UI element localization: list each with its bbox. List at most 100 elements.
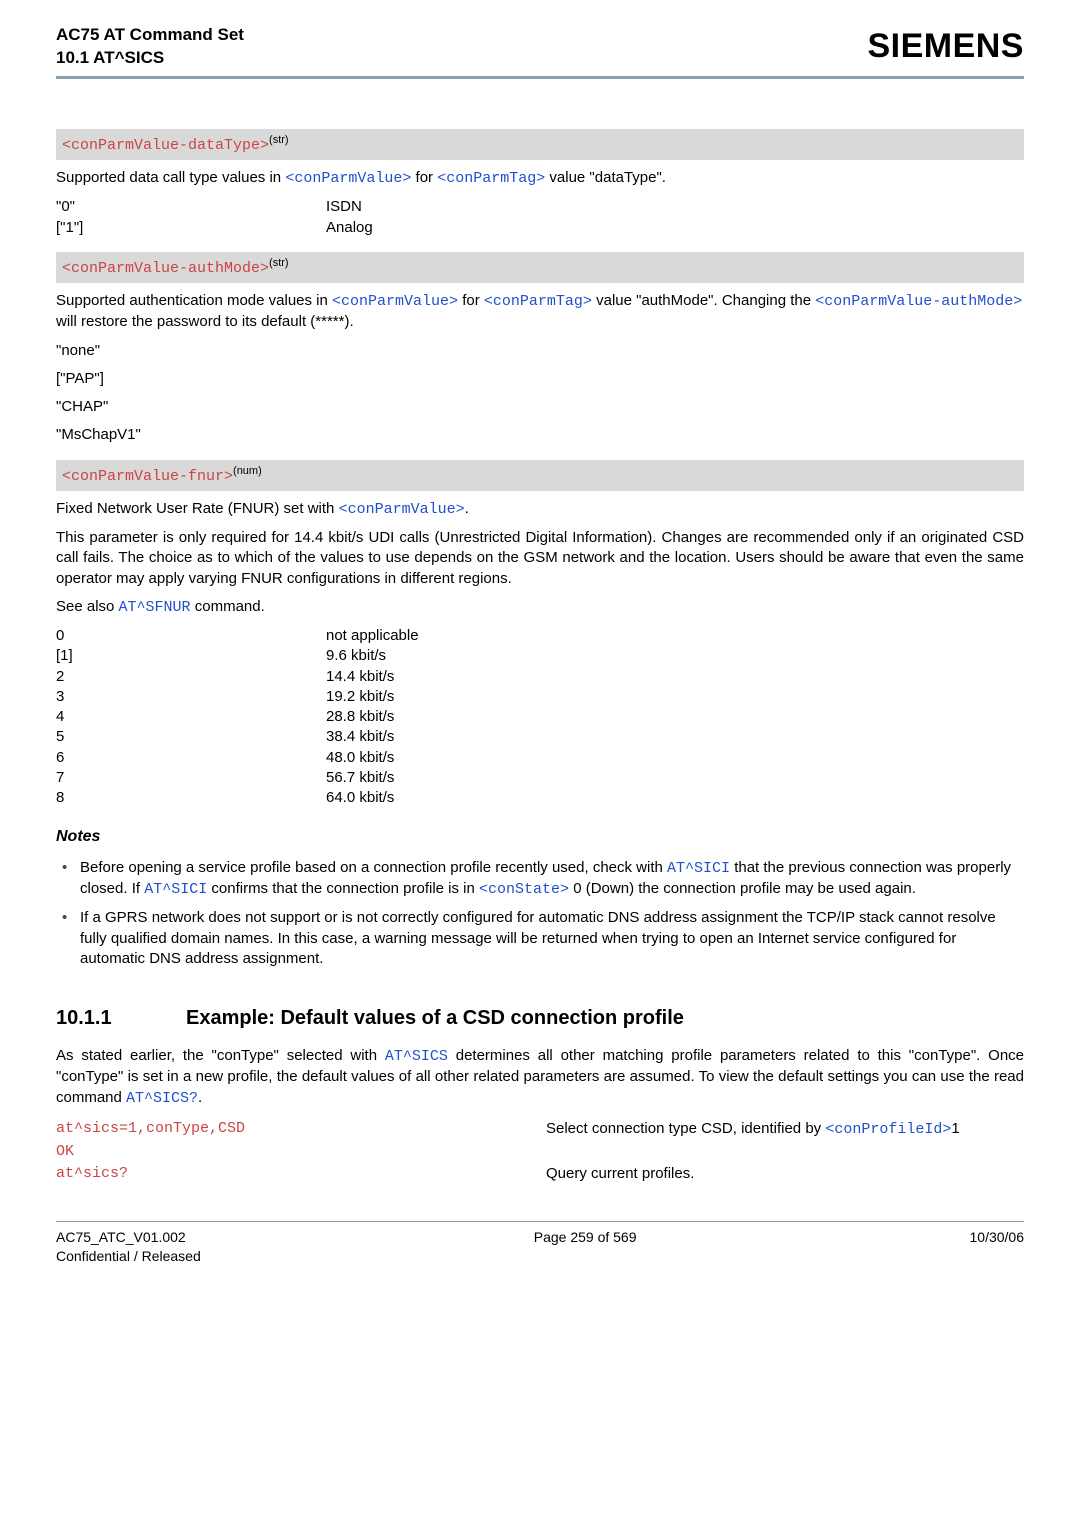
param-sup: (str) [269, 257, 289, 269]
text: will restore the password to its default… [56, 313, 354, 330]
val: 9.6 kbit/s [326, 646, 1024, 666]
footer-page: Page 259 of 569 [534, 1228, 637, 1266]
table-row: 428.8 kbit/s [56, 707, 1024, 727]
command: at^sics? [56, 1164, 546, 1184]
val: 64.0 kbit/s [326, 788, 1024, 808]
description: Query current profiles. [546, 1164, 1024, 1184]
text: As stated earlier, the "conType" selecte… [56, 1047, 385, 1064]
text: . [198, 1089, 202, 1106]
code-example-table: at^sics=1,conType,CSD Select connection … [56, 1119, 1024, 1185]
text: value "authMode". Changing the [592, 292, 815, 309]
footer-confidential: Confidential / Released [56, 1247, 201, 1266]
authmode-item: "none" [56, 341, 1024, 361]
text: value "dataType". [545, 169, 666, 186]
code-ref[interactable]: <conProfileId> [825, 1121, 951, 1138]
param-code: <conParmValue-fnur> [62, 468, 233, 485]
table-row: 756.7 kbit/s [56, 768, 1024, 788]
description: Select connection type CSD, identified b… [546, 1119, 1024, 1140]
code-ref[interactable]: <conParmTag> [437, 170, 545, 187]
table-row: ["1"] Analog [56, 218, 1024, 238]
param-bar-authmode: <conParmValue-authMode>(str) [56, 252, 1024, 283]
authmode-item: "MsChapV1" [56, 425, 1024, 445]
table-row: at^sics=1,conType,CSD Select connection … [56, 1119, 1024, 1140]
code-ref[interactable]: AT^SICI [667, 860, 730, 877]
list-item: Before opening a service profile based o… [56, 858, 1024, 901]
text: 0 (Down) the connection profile may be u… [569, 880, 916, 897]
doc-title: AC75 AT Command Set [56, 24, 244, 47]
notes-heading: Notes [56, 826, 1024, 848]
fnur-p3: See also AT^SFNUR command. [56, 597, 1024, 618]
authmode-item: ["PAP"] [56, 369, 1024, 389]
param-bar-datatype: <conParmValue-dataType>(str) [56, 129, 1024, 160]
val: 48.0 kbit/s [326, 748, 1024, 768]
list-item: If a GPRS network does not support or is… [56, 908, 1024, 969]
heading-number: 10.1.1 [56, 1005, 186, 1032]
table-row: 319.2 kbit/s [56, 687, 1024, 707]
key: 4 [56, 707, 326, 727]
key: [1] [56, 646, 326, 666]
text: for [411, 169, 437, 186]
param-sup: (str) [269, 134, 289, 146]
notes-list: Before opening a service profile based o… [56, 858, 1024, 969]
table-row: at^sics? Query current profiles. [56, 1164, 1024, 1184]
command: OK [56, 1142, 546, 1162]
fnur-p1: Fixed Network User Rate (FNUR) set with … [56, 499, 1024, 520]
footer-date: 10/30/06 [970, 1228, 1025, 1266]
table-row: 0not applicable [56, 626, 1024, 646]
code-ref[interactable]: AT^SFNUR [119, 599, 191, 616]
code-ref[interactable]: <conParmTag> [484, 293, 592, 310]
code-ref[interactable]: <conParmValue> [339, 501, 465, 518]
key: 0 [56, 626, 326, 646]
text: for [458, 292, 484, 309]
val: 56.7 kbit/s [326, 768, 1024, 788]
command: at^sics=1,conType,CSD [56, 1119, 546, 1140]
code-ref[interactable]: <conState> [479, 881, 569, 898]
code-ref[interactable]: <conParmValue> [332, 293, 458, 310]
text: 1 [951, 1120, 959, 1137]
key: ["1"] [56, 218, 326, 238]
brand-logo: SIEMENS [867, 24, 1024, 70]
val: ISDN [326, 197, 1024, 217]
table-row: 648.0 kbit/s [56, 748, 1024, 768]
subsection-para: As stated earlier, the "conType" selecte… [56, 1046, 1024, 1109]
key: 3 [56, 687, 326, 707]
code-ref[interactable]: <conParmValue> [285, 170, 411, 187]
key: 5 [56, 727, 326, 747]
param-bar-fnur: <conParmValue-fnur>(num) [56, 460, 1024, 491]
val: 14.4 kbit/s [326, 667, 1024, 687]
text: Supported authentication mode values in [56, 292, 332, 309]
text: Supported data call type values in [56, 169, 285, 186]
text: Before opening a service profile based o… [80, 859, 667, 876]
table-row: 214.4 kbit/s [56, 667, 1024, 687]
fnur-p2: This parameter is only required for 14.4… [56, 528, 1024, 589]
key: 6 [56, 748, 326, 768]
key: "0" [56, 197, 326, 217]
param-code: <conParmValue-dataType> [62, 137, 269, 154]
text: Select connection type CSD, identified b… [546, 1120, 825, 1137]
description [546, 1142, 1024, 1162]
code-ref[interactable]: AT^SICS [385, 1048, 448, 1065]
table-row: 538.4 kbit/s [56, 727, 1024, 747]
subsection-heading: 10.1.1 Example: Default values of a CSD … [56, 1005, 1024, 1032]
text: . [465, 500, 469, 517]
text: Fixed Network User Rate (FNUR) set with [56, 500, 339, 517]
code-ref[interactable]: <conParmValue-authMode> [815, 293, 1022, 310]
param-code: <conParmValue-authMode> [62, 260, 269, 277]
val: not applicable [326, 626, 1024, 646]
code-ref[interactable]: AT^SICI [144, 881, 207, 898]
heading-text: Example: Default values of a CSD connect… [186, 1005, 684, 1032]
datatype-desc: Supported data call type values in <conP… [56, 168, 1024, 189]
table-row: 864.0 kbit/s [56, 788, 1024, 808]
doc-section: 10.1 AT^SICS [56, 47, 244, 70]
table-row: OK [56, 1142, 1024, 1162]
header-left: AC75 AT Command Set 10.1 AT^SICS [56, 24, 244, 70]
text: See also [56, 598, 119, 615]
footer-left: AC75_ATC_V01.002 Confidential / Released [56, 1228, 201, 1266]
val: Analog [326, 218, 1024, 238]
val: 19.2 kbit/s [326, 687, 1024, 707]
page-header: AC75 AT Command Set 10.1 AT^SICS SIEMENS [56, 24, 1024, 79]
key: 7 [56, 768, 326, 788]
code-ref[interactable]: AT^SICS? [126, 1090, 198, 1107]
param-sup: (num) [233, 465, 262, 477]
text: confirms that the connection profile is … [207, 880, 479, 897]
